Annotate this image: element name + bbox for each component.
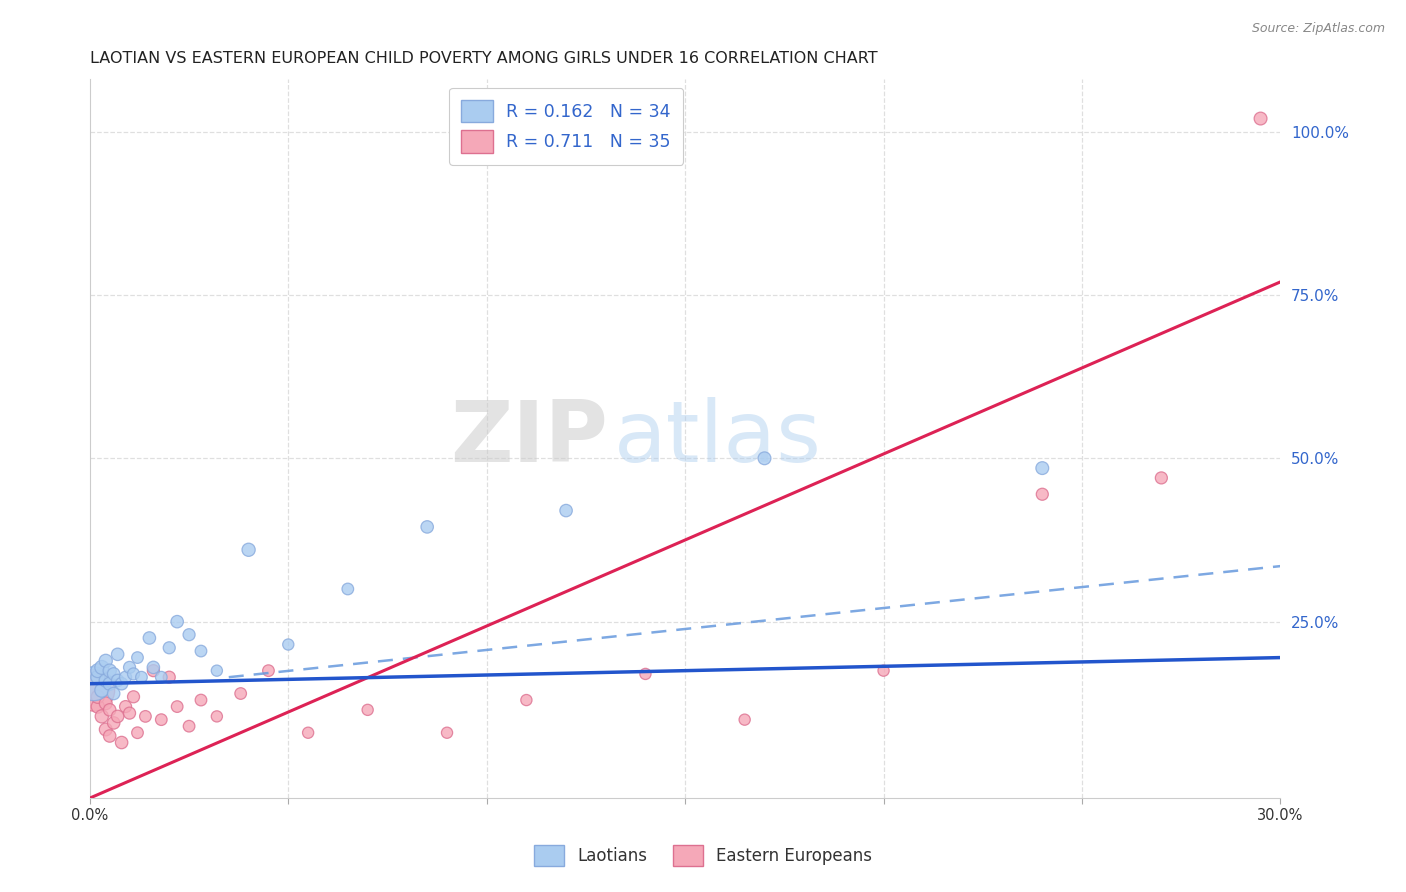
Legend: R = 0.162   N = 34, R = 0.711   N = 35: R = 0.162 N = 34, R = 0.711 N = 35 (449, 88, 683, 165)
Point (157, 640, 180, 655)
Point (103, 686, 125, 700)
Point (1150, 471, 1173, 485)
Point (87, 699, 110, 714)
Point (87, 664, 110, 678)
Point (90, 683, 112, 698)
Point (103, 715, 125, 730)
Point (229, 686, 252, 700)
Point (142, 664, 165, 678)
Point (177, 628, 200, 642)
Point (98, 664, 121, 678)
Point (238, 542, 260, 557)
Legend: Laotians, Eastern Europeans: Laotians, Eastern Europeans (526, 837, 880, 875)
Text: atlas: atlas (613, 397, 821, 480)
Point (166, 699, 188, 714)
Point (114, 670, 136, 684)
Point (103, 667, 125, 681)
Point (166, 615, 188, 629)
Point (110, 735, 132, 749)
Point (150, 670, 173, 684)
Point (436, 725, 458, 739)
Point (114, 699, 136, 714)
Point (205, 664, 228, 678)
Point (150, 713, 173, 727)
Point (118, 706, 141, 720)
Point (177, 719, 200, 733)
Point (205, 709, 228, 723)
Point (83, 677, 105, 691)
Point (1031, 487, 1053, 501)
Point (90, 709, 112, 723)
Point (107, 648, 129, 662)
Point (127, 650, 149, 665)
Point (356, 703, 378, 717)
Point (110, 677, 132, 691)
Point (94, 654, 117, 668)
Text: ZIP: ZIP (450, 397, 607, 480)
Point (277, 638, 299, 652)
Point (138, 631, 160, 645)
Point (131, 670, 153, 684)
Point (127, 725, 149, 739)
Point (297, 725, 319, 739)
Point (1250, 112, 1272, 126)
Point (90, 660, 112, 674)
Point (98, 677, 121, 691)
Point (98, 703, 121, 717)
Point (515, 693, 537, 707)
Point (107, 709, 129, 723)
Point (94, 696, 117, 710)
Point (122, 690, 145, 704)
Point (87, 690, 110, 704)
Text: Source: ZipAtlas.com: Source: ZipAtlas.com (1251, 22, 1385, 36)
Point (190, 693, 212, 707)
Point (98, 729, 121, 743)
Text: LAOTIAN VS EASTERN EUROPEAN CHILD POVERTY AMONG GIRLS UNDER 16 CORRELATION CHART: LAOTIAN VS EASTERN EUROPEAN CHILD POVERT… (90, 51, 877, 66)
Point (257, 664, 280, 678)
Point (87, 670, 110, 684)
Point (416, 520, 439, 534)
Point (734, 713, 756, 727)
Point (142, 660, 165, 674)
Point (134, 709, 156, 723)
Point (122, 667, 145, 681)
Point (190, 644, 212, 658)
Point (83, 683, 105, 698)
Point (94, 723, 117, 737)
Point (157, 670, 180, 684)
Point (118, 660, 141, 674)
Point (555, 503, 578, 517)
Point (94, 673, 117, 688)
Point (872, 664, 894, 678)
Point (336, 582, 359, 596)
Point (754, 451, 776, 466)
Point (634, 667, 657, 681)
Point (107, 673, 129, 688)
Point (1031, 461, 1053, 475)
